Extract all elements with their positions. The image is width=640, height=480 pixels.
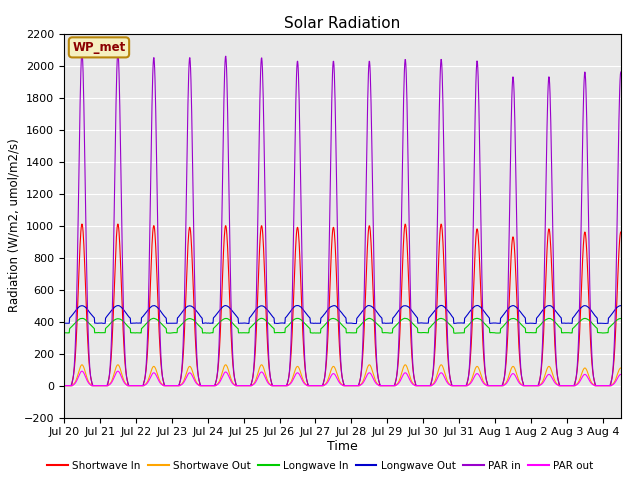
Shortwave In (161, 383, 168, 388)
Y-axis label: Radiation (W/m2, umol/m2/s): Radiation (W/m2, umol/m2/s) (8, 139, 21, 312)
Text: WP_met: WP_met (72, 41, 125, 54)
Longwave In (160, 324, 168, 329)
Line: PAR out: PAR out (64, 371, 621, 385)
Shortwave Out (543, 365, 551, 371)
PAR in (482, 372, 490, 378)
PAR in (543, 108, 551, 113)
Shortwave In (171, 383, 179, 388)
X-axis label: Time: Time (327, 440, 358, 453)
Shortwave Out (272, 383, 280, 388)
PAR in (171, 383, 179, 388)
Longwave In (617, 315, 625, 321)
Longwave Out (160, 313, 168, 319)
Longwave Out (60, 320, 68, 326)
Shortwave In (543, 240, 551, 246)
Longwave Out (221, 303, 228, 309)
Line: PAR in: PAR in (64, 53, 621, 385)
Longwave Out (351, 321, 359, 326)
Longwave Out (617, 303, 625, 309)
Longwave In (221, 316, 228, 322)
Shortwave In (482, 373, 490, 379)
Shortwave In (60, 383, 68, 388)
PAR out (617, 372, 625, 377)
Shortwave Out (78, 362, 86, 368)
Longwave Out (544, 303, 552, 309)
Line: Shortwave In: Shortwave In (64, 224, 621, 385)
PAR out (78, 368, 86, 374)
Line: Longwave In: Longwave In (64, 318, 621, 333)
PAR in (617, 69, 625, 75)
Longwave In (257, 315, 265, 321)
Shortwave In (272, 383, 280, 388)
Longwave In (60, 330, 68, 336)
PAR in (78, 50, 86, 56)
Longwave In (451, 330, 459, 336)
Shortwave Out (482, 382, 490, 387)
Longwave In (544, 316, 552, 322)
Longwave In (171, 330, 179, 336)
PAR out (221, 369, 229, 375)
PAR in (272, 383, 280, 388)
PAR out (482, 382, 490, 388)
PAR out (543, 372, 551, 378)
Longwave Out (437, 302, 445, 308)
Longwave Out (171, 320, 179, 326)
PAR out (171, 383, 179, 388)
Shortwave In (78, 221, 86, 227)
Title: Solar Radiation: Solar Radiation (284, 16, 401, 31)
Shortwave In (617, 229, 625, 235)
Line: Longwave Out: Longwave Out (64, 305, 621, 324)
PAR in (60, 383, 68, 388)
PAR out (60, 383, 68, 388)
Shortwave Out (617, 365, 625, 371)
Line: Shortwave Out: Shortwave Out (64, 365, 621, 385)
Longwave In (272, 330, 280, 336)
PAR out (272, 383, 280, 388)
Shortwave In (221, 225, 229, 231)
Longwave In (482, 322, 490, 328)
Shortwave Out (171, 383, 179, 388)
Legend: Shortwave In, Shortwave Out, Longwave In, Longwave Out, PAR in, PAR out: Shortwave In, Shortwave Out, Longwave In… (43, 456, 597, 475)
Longwave Out (271, 320, 279, 326)
PAR out (161, 383, 168, 388)
Longwave Out (482, 311, 490, 317)
PAR in (161, 381, 168, 387)
Shortwave Out (161, 383, 168, 388)
Shortwave Out (60, 383, 68, 388)
PAR in (221, 60, 229, 65)
Shortwave Out (221, 362, 229, 368)
